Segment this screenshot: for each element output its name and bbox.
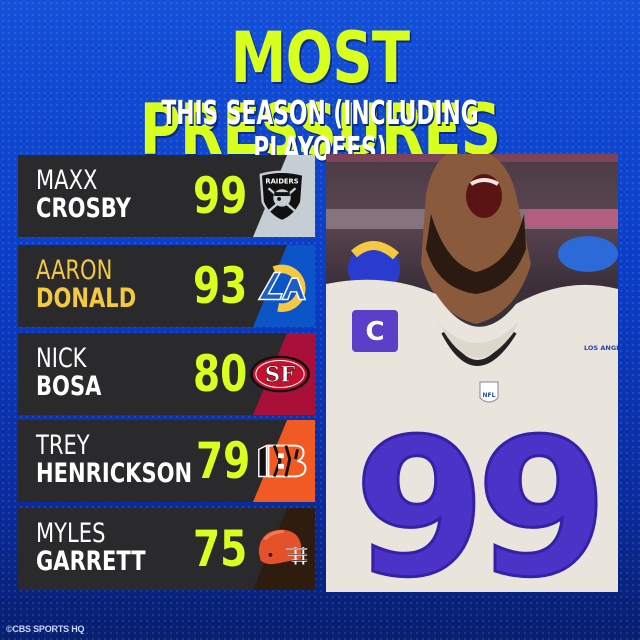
player-first-name: NICK (36, 343, 87, 374)
player-name: MYLES GARRETT (36, 520, 146, 576)
svg-text:C: C (365, 317, 384, 347)
bengals-logo-icon (253, 432, 311, 490)
player-last-name: DONALD (36, 283, 137, 314)
raiders-logo-icon: RAIDERS (253, 167, 311, 225)
leader-row: NICK BOSA 80 SF (18, 333, 315, 415)
player-last-name: CROSBY (36, 193, 131, 224)
rams-logo-icon (253, 257, 311, 315)
player-name: AARON DONALD (36, 257, 136, 313)
pressures-value: 99 (193, 167, 248, 225)
featured-player-photo: C LOS ANGELES RAMS NFL 99 (326, 154, 618, 592)
pressures-value: 80 (193, 345, 248, 403)
player-name: MAXX CROSBY (36, 167, 131, 223)
player-last-name: GARRETT (36, 546, 146, 577)
leader-row: MYLES GARRETT 75 (18, 508, 315, 590)
pressures-value: 79 (196, 432, 251, 490)
leader-row: AARON DONALD 93 (18, 245, 315, 327)
svg-text:NFL: NFL (483, 392, 496, 399)
cbs-sports-hq-watermark: ©CBS SPORTS HQ (6, 624, 85, 634)
pressures-value: 93 (193, 257, 248, 315)
browns-logo-icon (253, 520, 311, 578)
svg-text:RAIDERS: RAIDERS (265, 177, 298, 185)
svg-text:SF: SF (265, 363, 295, 388)
49ers-logo-icon: SF (247, 345, 313, 403)
player-first-name: AARON (36, 255, 113, 286)
player-first-name: MYLES (36, 518, 106, 549)
jersey-number: 99 (354, 398, 598, 592)
player-last-name: HENRICKSON (36, 458, 193, 489)
player-first-name: MAXX (36, 165, 98, 196)
leader-row: MAXX CROSBY 99 RAIDERS (18, 155, 315, 237)
leader-row: TREY HENRICKSON 79 (18, 420, 315, 502)
player-name: TREY HENRICKSON (36, 432, 192, 488)
pressures-value: 75 (193, 520, 248, 578)
player-last-name: BOSA (36, 371, 102, 402)
player-first-name: TREY (36, 430, 90, 461)
player-name: NICK BOSA (36, 345, 101, 401)
sleeve-text: LOS ANGELES RAMS (584, 344, 618, 352)
